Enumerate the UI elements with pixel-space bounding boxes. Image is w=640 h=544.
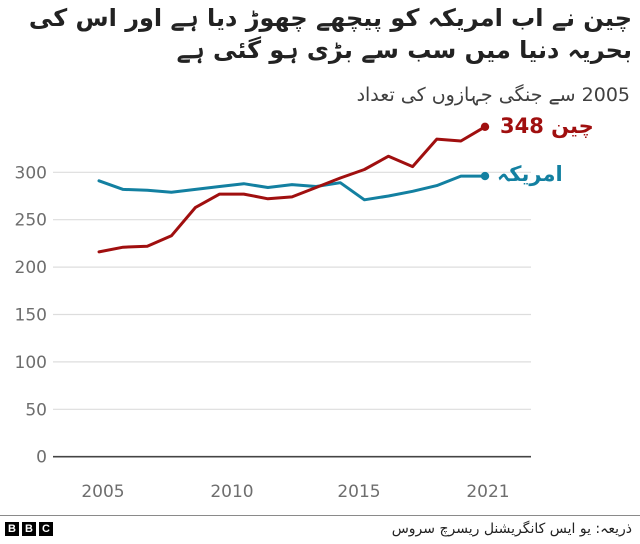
bbc-logo: B B C: [5, 522, 53, 536]
footer-divider: [0, 515, 640, 516]
y-gridlines: [53, 171, 531, 458]
usa-end-marker: [480, 171, 490, 181]
x-tick-label: 2005: [81, 482, 124, 502]
bbc-logo-block: C: [39, 522, 53, 536]
x-axis-labels: 2005 2010 2015 2021: [81, 482, 509, 502]
chart-title: چین نے اب امریکہ کو پیچھے چھوڑ دیا ہے او…: [28, 4, 632, 64]
source-note: ذریعہ: یو ایس کانگریشنل ریسرچ سروس: [391, 521, 632, 537]
usa-series-label: امریکہ: [497, 162, 563, 186]
y-tick-label: 300: [15, 163, 47, 183]
china-series-label: چین 348: [500, 114, 594, 138]
bbc-logo-block: B: [22, 522, 36, 536]
x-tick-label: 2010: [210, 482, 253, 502]
y-tick-label: 100: [15, 353, 47, 373]
y-axis-labels: 0 50 100 150 200 250 300: [15, 163, 47, 467]
y-tick-label: 200: [15, 258, 47, 278]
bbc-logo-block: B: [5, 522, 19, 536]
y-tick-label: 0: [36, 448, 47, 468]
y-tick-label: 50: [25, 400, 47, 420]
usa-line: [97, 174, 487, 202]
x-tick-label: 2021: [466, 482, 509, 502]
y-tick-label: 150: [15, 306, 47, 326]
china-end-marker: [480, 122, 490, 131]
y-tick-label: 250: [15, 211, 47, 231]
x-tick-label: 2015: [337, 482, 380, 502]
china-line: [97, 125, 487, 254]
chart-subtitle: 2005 سے جنگی جہازوں کی تعداد: [356, 84, 630, 106]
data-series: [97, 122, 490, 254]
